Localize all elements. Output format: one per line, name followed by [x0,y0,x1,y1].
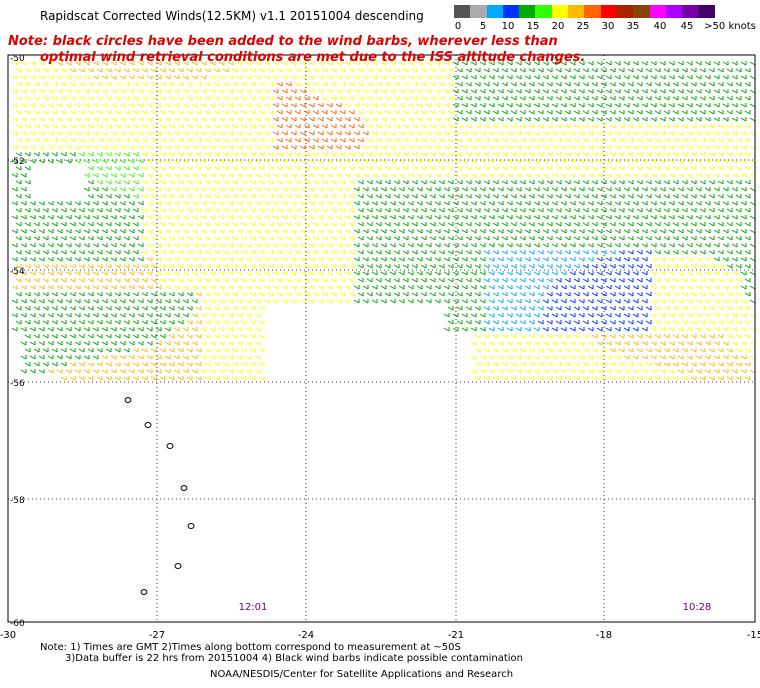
map-grid [8,55,755,622]
map-title: Rapidscat Corrected Winds(12.5KM) v1.1 2… [40,9,424,23]
colorbar-label: 10 [501,21,515,32]
colorbar-swatch [633,5,650,18]
colorbar-label: 5 [479,21,487,32]
longitude-label: -21 [448,630,464,641]
colorbar-swatch [519,5,536,18]
colorbar-swatch [535,5,552,18]
colorbar-label: 15 [526,21,540,32]
latitude-label: -50 [10,54,25,64]
longitude-label: -27 [149,630,165,641]
footer-note-line2: 3)Data buffer is 22 hrs from 20151004 4)… [65,653,523,664]
colorbar-label: 30 [601,21,615,32]
colorbar-swatch [470,5,487,18]
island-outline [124,397,132,403]
altitude-note-line2: optimal wind retrieval conditions are me… [40,50,586,65]
island-outlines [124,397,195,595]
longitude-label: -15 [747,630,760,641]
time-label: 10:28 [683,602,712,613]
colorbar-swatch [682,5,699,18]
colorbar-swatch [600,5,617,18]
island-outline [187,523,195,529]
island-outline [180,485,188,491]
footer-note-line1: Note: 1) Times are GMT 2)Times along bot… [40,642,461,653]
colorbar-swatch [454,5,471,18]
colorbar-swatch [502,5,520,18]
altitude-note-line1: Note: black circles have been added to t… [8,34,558,49]
colorbar-label: 35 [626,21,640,32]
island-outline [140,589,148,595]
colorbar-swatch [649,5,666,18]
island-outline [174,563,182,569]
latitude-label: -58 [10,496,25,506]
latitude-label: -56 [10,379,25,389]
longitude-label: -30 [0,630,16,641]
colorbar-swatch [616,5,634,18]
colorbar-label: 25 [576,21,590,32]
axis-ticks: -30 -27 -24 -21 -18 -15 -50 -52 -54 -56 -58 -60 12:0… [0,54,760,641]
colorbar-swatch [486,5,503,18]
colorbar-label: >50 knots [704,21,756,32]
latitude-label: -54 [10,267,25,277]
colorbar-label: 40 [653,21,667,32]
colorbar-swatch [551,5,569,18]
time-label: 12:01 [239,602,268,613]
latitude-label: -60 [10,619,25,629]
longitude-label: -24 [298,630,314,641]
colorbar-label: 0 [454,21,462,32]
colorbar-swatch [568,5,585,18]
longitude-label: -18 [596,630,612,641]
footer-credit: NOAA/NESDIS/Center for Satellite Applica… [210,669,514,680]
island-outline [166,443,174,449]
wind-speed-colorbar [454,5,715,18]
latitude-label: -52 [10,157,25,167]
island-outline [144,422,152,428]
colorbar-swatch [698,5,715,18]
colorbar-swatch [584,5,601,18]
map-frame [7,54,756,623]
wind-barbs-layer [11,61,756,381]
colorbar-label: 20 [551,21,565,32]
colorbar-swatch [665,5,683,18]
colorbar-label: 45 [680,21,694,32]
